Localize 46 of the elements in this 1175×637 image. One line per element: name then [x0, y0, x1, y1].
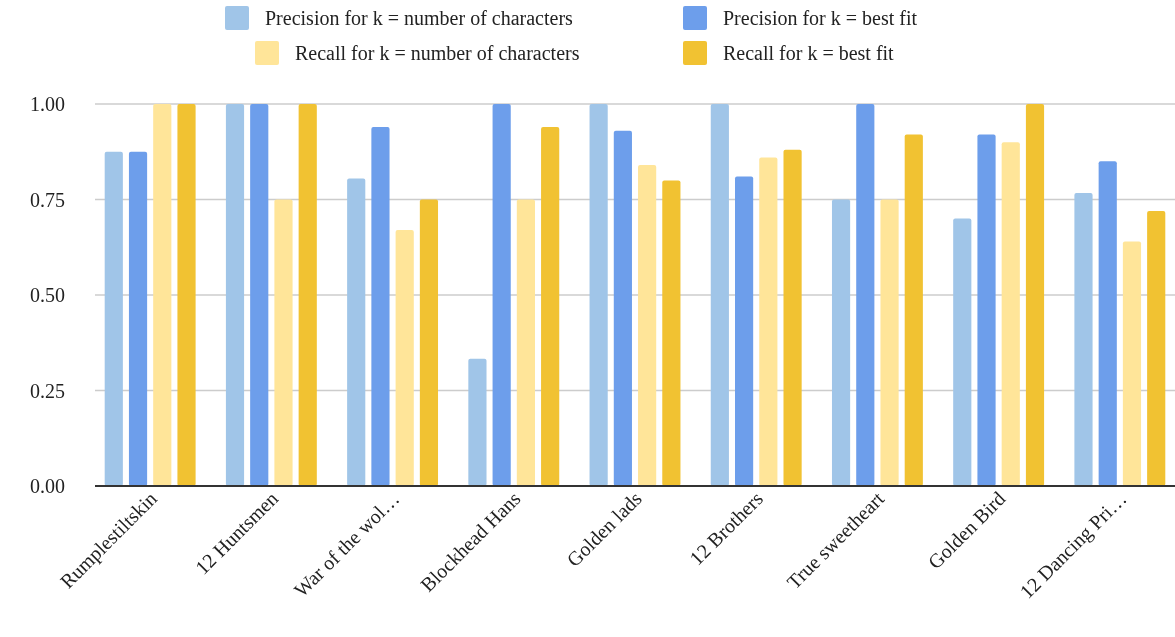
y-tick-label: 0.25 [30, 379, 65, 402]
bar [759, 157, 778, 486]
bar [1074, 193, 1093, 486]
y-tick-label: 0.50 [30, 284, 65, 306]
bar [1122, 241, 1142, 486]
bar [177, 104, 196, 486]
bar [589, 104, 608, 486]
bar [613, 130, 632, 486]
bar [831, 199, 851, 486]
bar [783, 149, 802, 486]
legend-label: Recall for k = number of characters [295, 42, 580, 64]
bar [225, 104, 245, 486]
bar [347, 178, 366, 486]
bar [250, 104, 269, 486]
bar [1025, 104, 1045, 486]
bar [1001, 142, 1020, 486]
bar [953, 218, 972, 486]
bar [638, 165, 657, 486]
bar [371, 126, 390, 486]
x-tick-label: War of the wol… [289, 487, 404, 602]
bar [904, 134, 923, 486]
legend-label: Precision for k = best fit [723, 7, 918, 29]
bar [104, 151, 123, 486]
bar [274, 199, 293, 486]
bar [1147, 210, 1166, 486]
y-tick-label: 0.00 [30, 475, 65, 497]
bar [395, 230, 414, 486]
bar [977, 134, 996, 486]
bar [880, 199, 899, 486]
bar [419, 199, 439, 486]
bar [516, 199, 535, 486]
bar [492, 104, 511, 486]
bar [128, 151, 148, 486]
bar [298, 104, 317, 486]
y-tick-label: 0.75 [30, 188, 65, 211]
bar [710, 104, 729, 486]
bar [541, 126, 560, 486]
bar [856, 104, 875, 486]
bar [735, 176, 754, 486]
bar [1098, 161, 1117, 486]
y-tick-label: 1.00 [30, 93, 65, 115]
bar [468, 358, 487, 486]
legend-label: Recall for k = best fit [723, 42, 895, 64]
bar [662, 180, 681, 486]
bar [153, 104, 172, 486]
legend-label: Precision for k = number of characters [265, 7, 574, 29]
